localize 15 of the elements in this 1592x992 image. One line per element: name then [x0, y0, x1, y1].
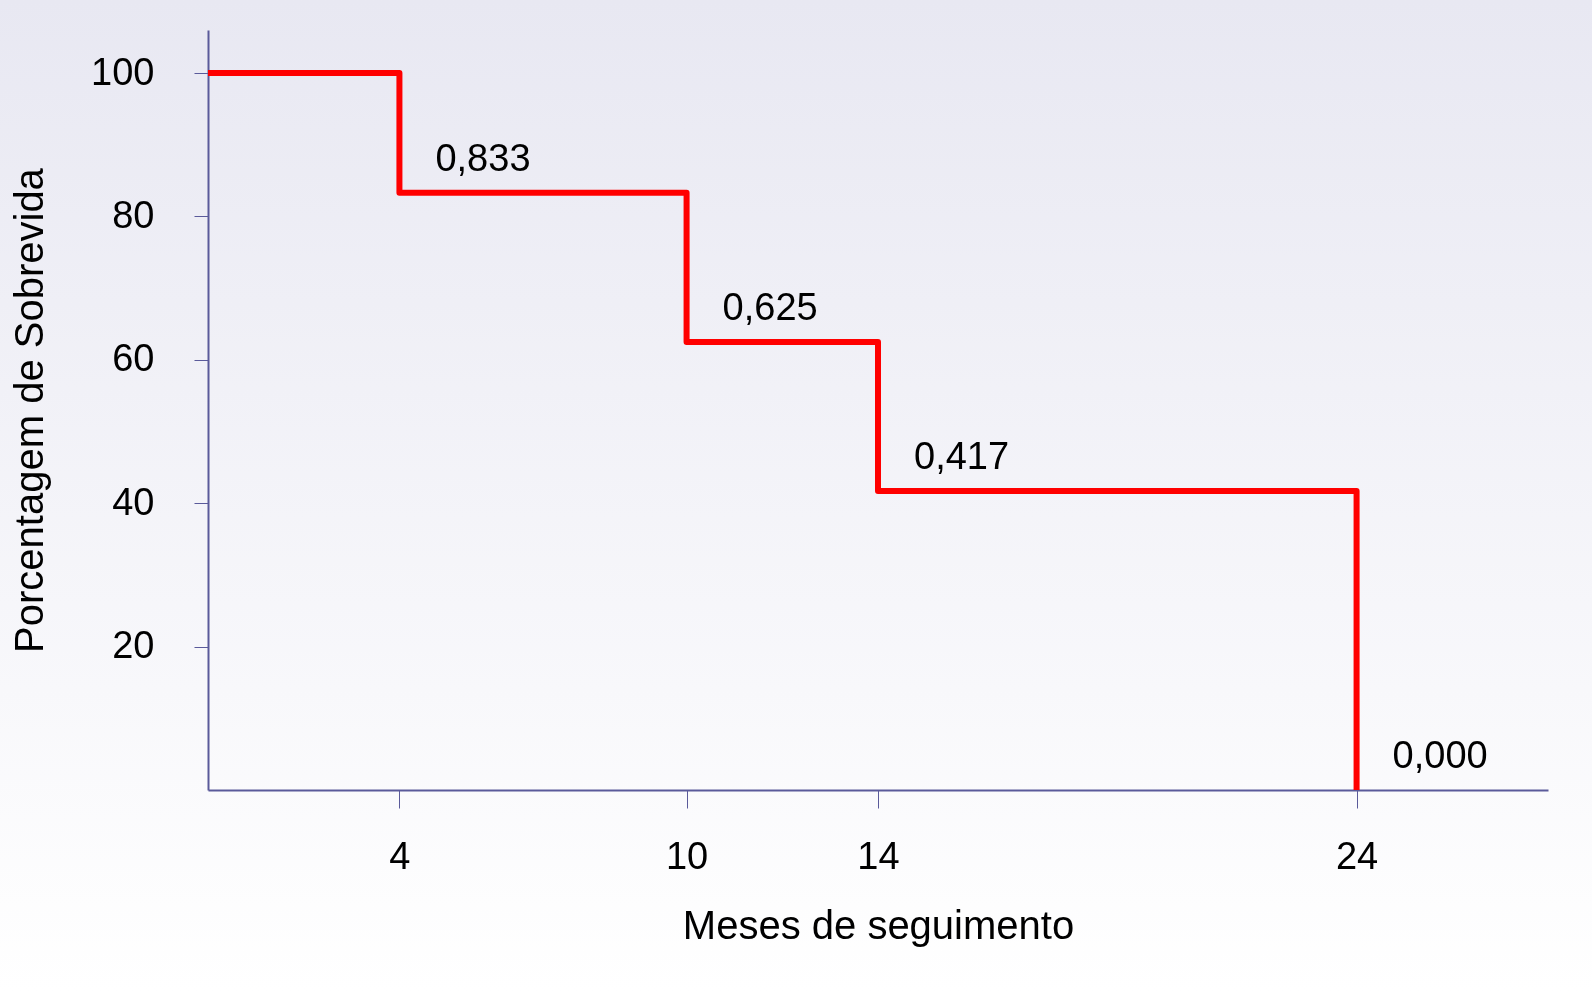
y-tick-label: 60	[112, 337, 155, 380]
y-tick-label: 80	[112, 193, 155, 236]
y-tick-label: 40	[112, 480, 155, 523]
annotation: 0,417	[914, 435, 1010, 478]
y-tick-label: 100	[91, 50, 155, 93]
y-tick-label: 20	[112, 624, 155, 667]
x-axis-title: Meses de seguimento	[682, 902, 1075, 947]
y-axis-title: Porcentagem de Sobrevida	[7, 167, 52, 653]
x-tick-label: 14	[857, 834, 900, 877]
annotation: 0,625	[722, 285, 818, 328]
x-tick-label: 4	[389, 834, 411, 877]
x-tick-label: 10	[665, 834, 709, 877]
annotation: 0,833	[435, 136, 531, 179]
annotation: 0,000	[1392, 734, 1488, 776]
x-tick-label: 24	[1335, 834, 1379, 877]
